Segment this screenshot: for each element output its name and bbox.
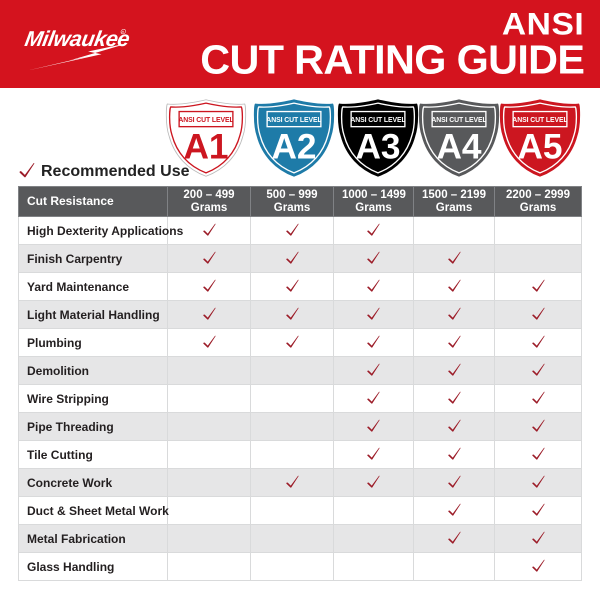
- svg-text:ANSI CUT LEVEL: ANSI CUT LEVEL: [178, 117, 233, 124]
- svg-text:ANSI CUT LEVEL: ANSI CUT LEVEL: [431, 117, 486, 124]
- svg-text:Milwaukee: Milwaukee: [23, 26, 132, 51]
- svg-text:ANSI CUT LEVEL: ANSI CUT LEVEL: [350, 117, 405, 124]
- svg-text:ANSI CUT LEVEL: ANSI CUT LEVEL: [512, 117, 567, 124]
- svg-text:A4: A4: [436, 128, 481, 167]
- svg-text:A5: A5: [517, 128, 562, 167]
- svg-text:ANSI CUT LEVEL: ANSI CUT LEVEL: [266, 117, 321, 124]
- svg-text:A3: A3: [355, 128, 400, 167]
